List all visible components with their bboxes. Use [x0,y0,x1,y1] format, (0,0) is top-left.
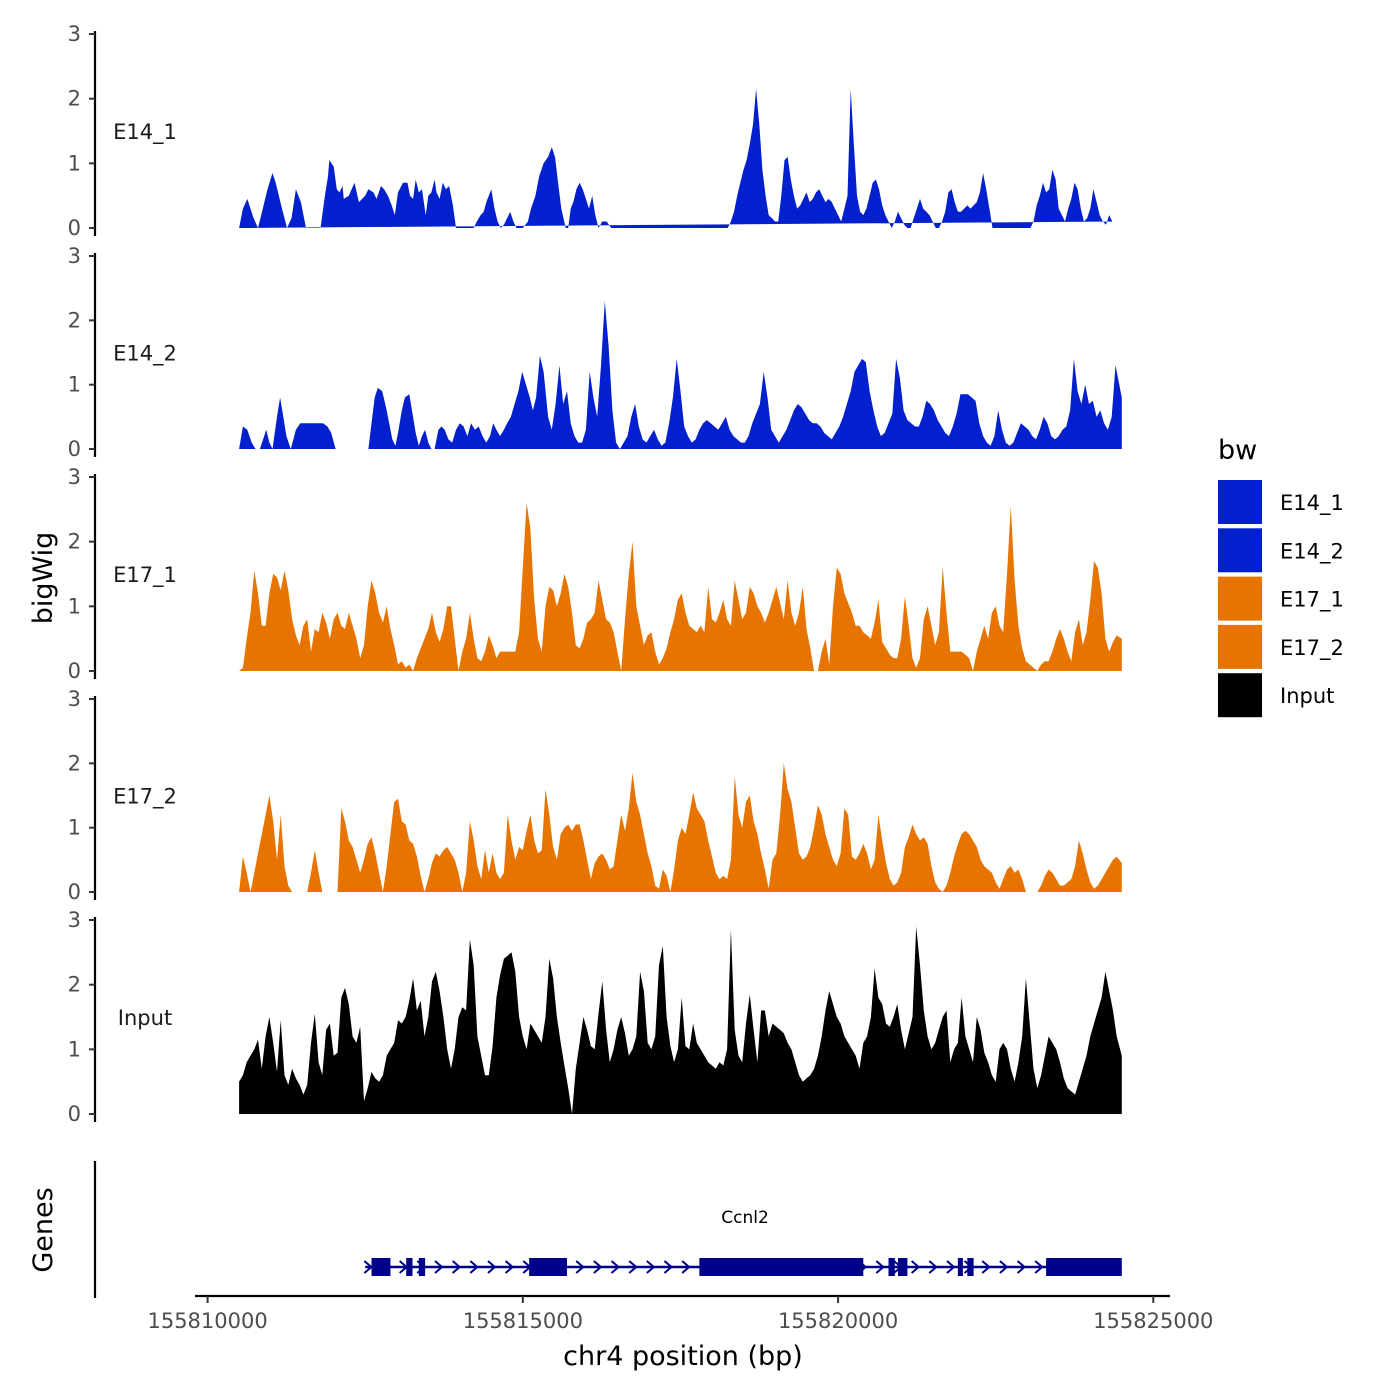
track-label-e14-1: E14_1 [113,120,177,145]
signal-area-e17-1 [239,502,1122,671]
y-tick-label: 0 [68,659,81,683]
y-tick-label: 1 [68,373,81,397]
x-tick-label: 155810000 [147,1309,267,1333]
strand-arrow [910,1260,921,1274]
strand-arrow [363,1260,373,1274]
y-tick-label: 3 [68,22,81,46]
y-tick-label: 0 [68,880,81,904]
strand-arrow [875,1260,885,1274]
y-tick-label: 3 [68,908,81,932]
track-e17-2: 0 1 2 3 E17_2 [68,687,1122,904]
strand-arrow [575,1260,585,1274]
strand-arrow [487,1260,497,1274]
gene-exon [1046,1258,1122,1276]
strand-arrow [434,1260,444,1274]
strand-arrow [504,1260,515,1274]
legend-label-input: Input [1280,684,1334,708]
strand-arrow [1016,1260,1027,1274]
x-tick-label: 155815000 [463,1309,583,1333]
x-axis: 155810000 155815000 155820000 155825000 [147,1294,1213,1333]
legend-swatch-e14-1 [1218,480,1262,524]
gene-exon [371,1258,391,1276]
y-tick-label: 3 [68,465,81,489]
legend-swatch-input [1218,673,1262,718]
strand-arrow [469,1260,479,1274]
y-tick-label: 2 [68,751,81,775]
signal-area-e14-1 [239,89,1113,228]
y-tick-label: 1 [68,594,81,618]
legend-label-e14-2: E14_2 [1280,539,1344,564]
track-input: 0 1 2 3 Input [68,908,1122,1126]
genes-title: Genes [28,1187,59,1272]
signal-area-e14-2 [239,301,1122,449]
gene-exon [406,1258,413,1276]
y-tick-label: 1 [68,1037,81,1061]
gene-exon [743,1258,864,1276]
y-tick-label: 2 [68,308,81,332]
track-label-input: Input [118,1006,172,1030]
strand-arrow [981,1260,991,1274]
legend-swatch-e14-2 [1218,528,1262,573]
legend-label-e17-2: E17_2 [1280,636,1344,661]
gene-exon [888,1258,895,1276]
gene-name-label: Ccnl2 [721,1208,769,1228]
strand-arrow [681,1260,691,1274]
legend: bw E14_1 E14_2 E17_1 E17_2 Input [1218,435,1344,718]
strand-arrow [646,1260,656,1274]
legend-label-e14-1: E14_1 [1280,491,1344,516]
strand-arrow [999,1260,1009,1274]
track-e14-2: 0 1 2 3 E14_2 [68,244,1122,461]
y-tick-label: 0 [68,216,81,240]
gene-exon [529,1258,567,1276]
y-tick-label: 3 [68,687,81,711]
y-tick-label: 1 [68,816,81,840]
track-label-e17-1: E17_1 [113,563,177,588]
y-tick-label: 3 [68,244,81,268]
gene-exon [957,1258,963,1276]
signal-area-e17-2 [239,763,1122,892]
y-axis-title: bigWig [28,532,59,625]
track-e17-1: 0 1 2 3 E17_1 [68,465,1122,683]
strand-arrow [610,1260,621,1274]
gene-exon [967,1258,974,1276]
legend-swatch-e17-2 [1218,624,1262,669]
y-tick-label: 2 [68,973,81,997]
track-e14-1: 0 1 2 3 E14_1 [68,22,1113,240]
strand-arrow [946,1260,956,1274]
x-axis-title: chr4 position (bp) [563,1341,803,1372]
y-tick-label: 0 [68,437,81,461]
x-tick-label: 155825000 [1093,1309,1213,1333]
track-label-e14-2: E14_2 [113,342,177,367]
strand-arrow [628,1260,638,1274]
strand-arrow [451,1260,462,1274]
strand-arrow [663,1260,674,1274]
y-tick-label: 2 [68,530,81,554]
gene-exon [699,1258,744,1276]
legend-swatch-e17-1 [1218,576,1262,621]
y-tick-label: 2 [68,87,81,111]
track-label-e17-2: E17_2 [113,785,177,810]
signal-area-input [239,926,1122,1114]
strand-arrow [928,1260,938,1274]
y-tick-label: 1 [68,151,81,175]
gene-exon [897,1258,908,1276]
strand-arrow [593,1260,603,1274]
x-tick-label: 155820000 [778,1309,898,1333]
signal-tracks: 0 1 2 3 E14_1 0 1 2 3 E14_2 0 1 2 3 E17_1 0 1 2 3 E17_2 0 1 2 3… [68,22,1122,1126]
legend-label-e17-1: E17_1 [1280,588,1344,613]
legend-title: bw [1218,435,1257,466]
gene-exon [418,1258,426,1276]
strand-arrow [1034,1260,1044,1274]
y-tick-label: 0 [68,1102,81,1126]
genes-panel: Genes Ccnl2 [28,1161,1122,1298]
